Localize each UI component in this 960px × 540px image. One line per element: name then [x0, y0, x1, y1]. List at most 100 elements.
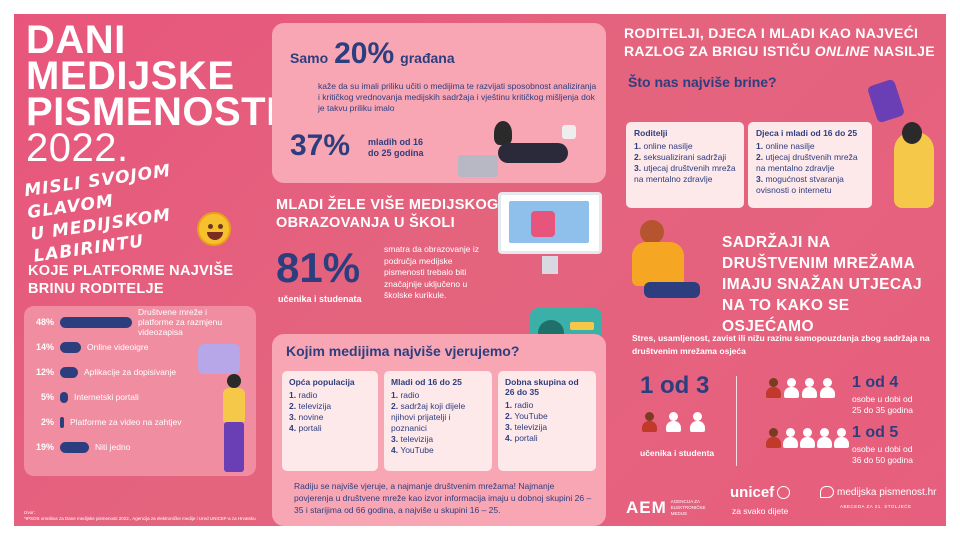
- youth-education-section: MLADI ŽELE VIŠE MEDIJSKOG OBRAZOVANJA U …: [272, 190, 602, 310]
- worry-item: 3. utjecaj društvenih mreža na mentalno …: [634, 163, 736, 184]
- stat2-sub-line-2: 25 do 35 godina: [852, 405, 913, 415]
- education-title-line-1: MLADI ŽELE VIŠE MEDIJSKOG: [276, 197, 499, 213]
- education-opportunity-card: Samo 20% građana kaže da su imali prilik…: [272, 23, 606, 183]
- stat3-sub-line-1: osobe u dobi od: [852, 444, 913, 454]
- student-head-icon: [494, 121, 512, 145]
- person-icon: [666, 412, 681, 432]
- trust-item-text: radio: [400, 390, 420, 400]
- trust-title: Kojim medijima najviše vjerujemo?: [286, 343, 520, 359]
- platform-label: Društvene mreže i platforme za razmjenu …: [138, 307, 223, 337]
- platform-percent: 19%: [35, 442, 54, 452]
- thirtyseven-percent: 37%: [290, 129, 351, 162]
- platforms-title-line-2: BRINU RODITELJE: [28, 281, 164, 297]
- worry-item-text: mogućnost stvaranja ovisnosti o internet…: [756, 174, 844, 195]
- platform-percent: 5%: [40, 392, 54, 402]
- medijska-pismenost-logo: medijska pismenost.hr ABECEDA ZA 21. STO…: [820, 486, 936, 509]
- trust-col-heading: Opća populacija: [289, 377, 355, 387]
- worries-question: Što nas najviše brine?: [628, 74, 777, 90]
- trust-item: 1. radio: [289, 390, 318, 400]
- worry-item-text: online nasilje: [643, 141, 693, 151]
- main-title: DANI MEDIJSKE PISMENOSTI 2022.: [26, 20, 277, 170]
- education-sub: učenika i studenata: [278, 294, 362, 304]
- worry-item: 2. seksualizirani sadržaji: [634, 152, 727, 162]
- worries-heading: RODITELJI, DJECA I MLADI KAO NAJVEĆI RAZ…: [624, 24, 942, 60]
- social-text: Stres, usamljenost, zavist ili nižu razi…: [632, 333, 930, 356]
- platform-label: Platforme za video na zahtjev: [70, 417, 182, 427]
- platform-label: Online videoigre: [87, 342, 149, 352]
- person-icon: [642, 412, 657, 432]
- trust-item: 2. sadržaj koji dijele njihovi prijatelj…: [391, 401, 466, 433]
- trust-item: 4. portali: [505, 433, 538, 443]
- girl-pants-icon: [224, 422, 244, 472]
- education-title-line-2: OBRAZOVANJA U ŠKOLI: [276, 215, 455, 231]
- worry-item-text: seksualizirani sadržaji: [643, 152, 727, 162]
- stat-one-of-four: 1 od 4: [852, 374, 899, 391]
- speech-bubble-icon: [198, 344, 240, 374]
- stat2-sub: osobe u dobi od 25 do 35 godina: [852, 394, 913, 416]
- trust-item-text: portali: [514, 433, 538, 443]
- trust-footer-text: Radiju se najviše vjeruje, a najmanje dr…: [294, 481, 592, 515]
- unicef-globe-icon: [777, 486, 791, 499]
- trust-col-heading: Dobna skupina od 26 do 35: [505, 377, 579, 397]
- phone-icon: [866, 78, 906, 124]
- trust-item: 4. portali: [289, 423, 322, 433]
- trust-item: 2. YouTube: [505, 411, 548, 421]
- platform-bar: [60, 391, 68, 403]
- stat2-sub-line-1: osobe u dobi od: [852, 394, 913, 404]
- platform-bar: [60, 316, 132, 328]
- worry-item: 3. mogućnost stvaranja ovisnosti o inter…: [756, 174, 844, 195]
- stat2-people-icons: [766, 378, 856, 400]
- title-year: 2022.: [26, 126, 129, 170]
- trust-item-text: radio: [298, 390, 318, 400]
- trust-item: 3. novine: [289, 412, 324, 422]
- girl-head-icon: [227, 374, 241, 388]
- platform-percent: 48%: [35, 317, 54, 327]
- monitor-stand-icon: [542, 256, 558, 274]
- thirtyseven-sub-line-1: mladih od 16: [368, 137, 424, 147]
- person-icon: [766, 378, 781, 398]
- unicef-logo-sub: za svako dijete: [731, 506, 789, 516]
- student-shoe-icon: [562, 125, 576, 139]
- trust-col-heading: Mladi od 16 do 25: [391, 377, 462, 387]
- trust-item: 3. televizija: [505, 422, 548, 432]
- source-text: *IPSOS omnibus za Dane medijske pismenos…: [24, 516, 256, 521]
- social-title-line-3: IMAJU SNAŽAN UTJECAJ: [722, 276, 923, 293]
- social-title: SADRŽAJI NA DRUŠTVENIM MREŽAMA IMAJU SNA…: [722, 232, 942, 337]
- girl-shirt-icon: [223, 388, 245, 422]
- twenty-prefix: Samo: [290, 50, 329, 66]
- education-text: smatra da obrazovanje iz područja medijs…: [384, 244, 479, 300]
- trust-media-card: Kojim medijima najviše vjerujemo? Opća p…: [272, 334, 606, 526]
- platform-row: 12% Aplikacije za dopisivanje: [24, 363, 214, 381]
- social-title-line-1: SADRŽAJI NA: [722, 234, 831, 251]
- person-icon: [784, 378, 799, 398]
- trust-column-youth: Mladi od 16 do 25 1. radio 2. sadržaj ko…: [384, 371, 492, 471]
- trust-item: 1. radio: [391, 390, 420, 400]
- medijska-logo-sub: ABECEDA ZA 21. STOLJEĆE: [840, 504, 912, 509]
- stat3-sub-line-2: 36 do 50 godina: [852, 455, 913, 465]
- platform-percent: 12%: [35, 367, 54, 377]
- trust-item: 4. YouTube: [391, 445, 434, 455]
- source-label: Izvor:: [24, 510, 36, 515]
- trust-item-text: YouTube: [400, 445, 434, 455]
- person-icon: [802, 378, 817, 398]
- stat3-sub: osobe u dobi od 36 do 50 godina: [852, 444, 913, 466]
- platform-bar: [60, 441, 89, 453]
- platform-row: 19% Niti jedno: [24, 438, 225, 456]
- sad-boy-head-icon: [640, 220, 664, 244]
- stat-divider: [736, 376, 737, 466]
- worries-heading-text: RAZLOG ZA BRIGU ISTIČU: [624, 43, 811, 59]
- platform-row: 2% Platforme za video na zahtjev: [24, 413, 200, 431]
- education-title: MLADI ŽELE VIŠE MEDIJSKOG OBRAZOVANJA U …: [276, 196, 536, 232]
- platform-bar: [60, 341, 81, 353]
- eighty-one-percent: 81%: [276, 244, 361, 291]
- worries-col-heading: Roditelji: [634, 128, 668, 138]
- twenty-percent: 20%: [334, 37, 395, 70]
- stat1-people-icons: [642, 412, 712, 438]
- person-icon: [820, 378, 835, 398]
- aem-logo-sub: AGENCIJA ZA ELEKTRONIČKE MEDIJE: [670, 499, 706, 516]
- worry-item-text: utjecaj društvenih mreža na mentalno zdr…: [634, 163, 736, 184]
- worry-item: 1. online nasilje: [756, 141, 815, 151]
- student-body-icon: [498, 143, 568, 163]
- trust-item: 1. radio: [505, 400, 534, 410]
- platforms-title-line-1: KOJE PLATFORME NAJVIŠE: [28, 263, 234, 279]
